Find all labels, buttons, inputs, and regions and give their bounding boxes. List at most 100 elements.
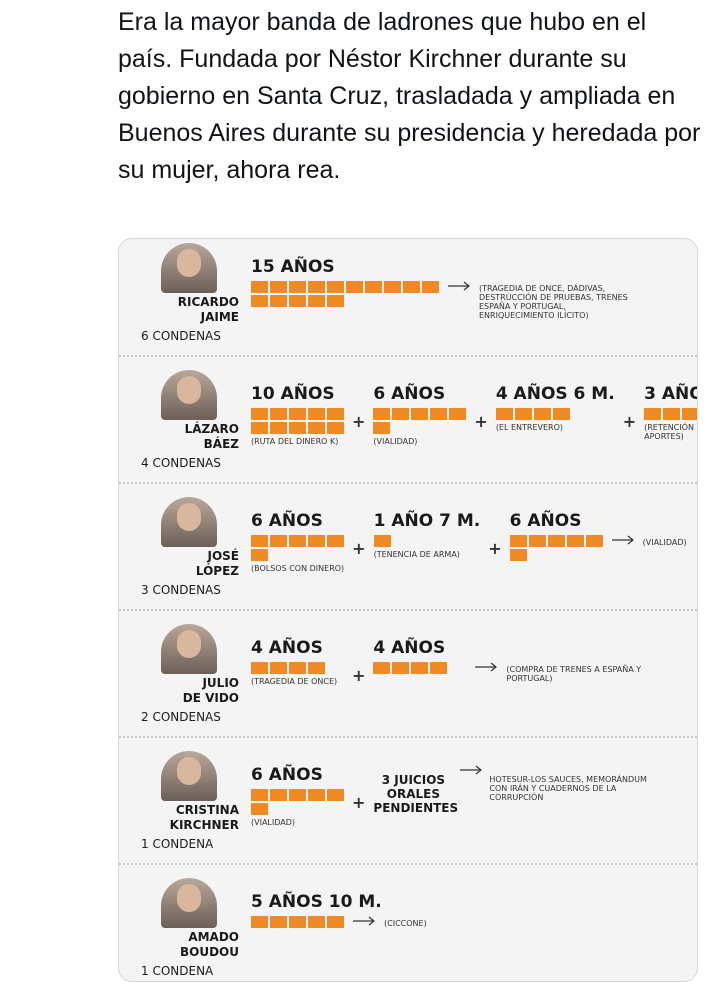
year-square [373, 422, 391, 434]
sentence: 3 JUICIOS ORALES PENDIENTES HOTESUR-LOS S… [373, 765, 649, 819]
sentences: 10 AÑOS (RUTA DEL DINERO K) +6 AÑOS (VIALID… [251, 384, 697, 446]
person-name: JULIO DE VIDO [139, 676, 239, 706]
sentence-label: 3 JUICIOS ORALES PENDIENTES [373, 773, 459, 815]
sentence: 6 AÑOS (VIALIDAD) [509, 511, 687, 561]
year-square [411, 662, 429, 674]
person-row: RICARDO JAIME 6 CONDENAS 15 AÑOS (TRAGEDIA D… [119, 239, 697, 357]
year-square [509, 549, 527, 561]
year-square [308, 422, 325, 434]
name-line: LÓPEZ [195, 564, 239, 578]
year-squares [373, 535, 467, 547]
year-squares [251, 281, 439, 307]
sentence-body: (COMPRA DE TRENES A ESPAÑA Y PORTUGAL) [373, 662, 666, 683]
year-square [251, 789, 268, 801]
sentence-label: 4 AÑOS [251, 638, 323, 658]
name-line: LÁZARO [184, 422, 239, 436]
sentence: 15 AÑOS (TRAGEDIA DE ONCE, DÁDIVAS, DESTR… [251, 257, 639, 320]
person-row: CRISTINA KIRCHNER 1 CONDENA 6 AÑOS (VIALIDAD… [119, 747, 697, 865]
year-square [270, 281, 287, 293]
year-square [346, 281, 363, 293]
sentences: 6 AÑOS (BOLSOS CON DINERO) +1 AÑO 7 M. (TEN… [251, 511, 687, 573]
year-square [327, 789, 344, 801]
sentence-label: 6 AÑOS [251, 765, 323, 785]
year-square [411, 408, 429, 420]
sentence-body [644, 408, 697, 420]
sentence-label: 5 AÑOS 10 M. [251, 892, 382, 912]
plus: + [352, 793, 366, 812]
year-square [270, 662, 287, 674]
sentence-note: (TENENCIA DE ARMA) [373, 550, 460, 559]
year-square [327, 535, 344, 547]
year-square [373, 662, 391, 674]
sentence: 6 AÑOS (BOLSOS CON DINERO) [251, 511, 344, 573]
arrow [611, 535, 634, 545]
photo [161, 751, 217, 801]
year-square [251, 535, 268, 547]
year-square [533, 408, 551, 420]
photo [161, 624, 217, 674]
year-square [289, 295, 306, 307]
year-square [430, 662, 448, 674]
year-square [308, 789, 325, 801]
sentence-label: 6 AÑOS [509, 511, 582, 531]
sentence-body [251, 408, 344, 434]
person-name: CRISTINA KIRCHNER [139, 803, 239, 833]
year-squares [495, 408, 589, 420]
sentence-label: 4 AÑOS 6 M. [495, 384, 615, 404]
year-square [251, 662, 268, 674]
person-row: JULIO DE VIDO 2 CONDENAS 4 AÑOS (TRAGEDIA DE… [119, 620, 697, 738]
year-squares [644, 408, 697, 420]
sentence-label: 6 AÑOS [251, 511, 323, 531]
year-square [403, 281, 420, 293]
year-square [327, 281, 344, 293]
year-square [308, 535, 325, 547]
sentence-label: 10 AÑOS [251, 384, 335, 404]
year-square [270, 422, 287, 434]
sentence-label: 1 AÑO 7 M. [373, 511, 481, 531]
convictions: 4 CONDENAS [141, 456, 221, 470]
plus: + [352, 412, 366, 431]
year-square [373, 408, 391, 420]
year-squares [251, 916, 344, 928]
year-squares [251, 662, 344, 674]
year-squares [251, 408, 344, 434]
year-square [365, 281, 382, 293]
year-square [509, 535, 527, 547]
plus: + [488, 539, 502, 558]
year-square [289, 789, 306, 801]
year-square [495, 408, 513, 420]
year-square [308, 408, 325, 420]
sentences: 4 AÑOS (TRAGEDIA DE ONCE) +4 AÑOS (COMPRA D… [251, 638, 666, 686]
sentence-note: (BOLSOS CON DINERO) [251, 564, 345, 573]
year-square [449, 408, 467, 420]
sentences: 15 AÑOS (TRAGEDIA DE ONCE, DÁDIVAS, DESTR… [251, 257, 639, 320]
sentences: 6 AÑOS (VIALIDAD) +3 JUICIOS ORALES PENDIE… [251, 765, 649, 827]
sentence-note: (RETENCIÓN DE APORTES) [644, 423, 697, 441]
sentence: 10 AÑOS (RUTA DEL DINERO K) [251, 384, 344, 446]
year-squares [373, 662, 466, 674]
sentence-note: (TRAGEDIA DE ONCE) [251, 677, 338, 686]
year-square [392, 408, 410, 420]
year-square [289, 408, 306, 420]
year-squares [251, 789, 344, 815]
sentence-label: 3 AÑOS 6 M [644, 384, 697, 404]
year-square [373, 535, 391, 547]
year-square [308, 295, 325, 307]
name-line: BÁEZ [203, 437, 239, 451]
year-square [547, 535, 565, 547]
infographic[interactable]: RICARDO JAIME 6 CONDENAS 15 AÑOS (TRAGEDIA D… [118, 238, 698, 982]
sentence-note: (VIALIDAD) [642, 538, 687, 547]
sentence: 3 AÑOS 6 M (RETENCIÓN DE APORTES) [644, 384, 697, 441]
arrow [460, 765, 483, 775]
year-square [644, 408, 662, 420]
sentence-label: 6 AÑOS [373, 384, 446, 404]
name-line: BOUDOU [180, 945, 239, 959]
sentence-body [373, 535, 481, 547]
year-square [392, 662, 410, 674]
person-name: AMADO BOUDOU [139, 930, 239, 960]
year-square [270, 535, 287, 547]
year-square [308, 916, 325, 928]
sentence-note: (VIALIDAD) [251, 818, 296, 827]
sentence-label: 15 AÑOS [251, 257, 335, 277]
